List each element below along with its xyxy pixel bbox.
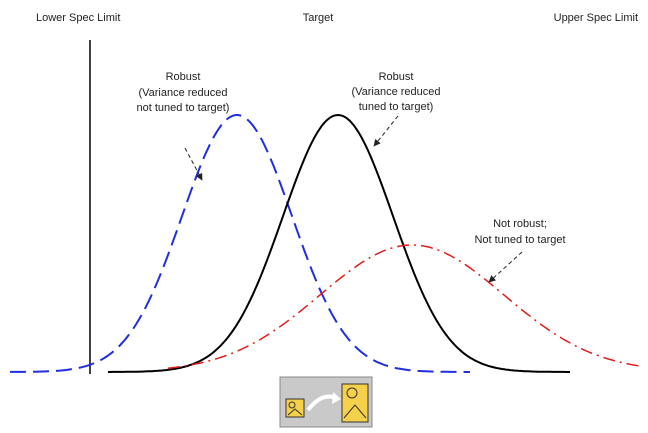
target-label: Target [303, 12, 334, 24]
annotation-3: Not robust; Not tuned to target [474, 218, 566, 283]
icon-detail [288, 401, 296, 409]
curve-not-robust [167, 244, 641, 369]
toolbar-icon[interactable] [279, 376, 373, 428]
annotation-1: Robust (Variance reduced not tuned to ta… [137, 71, 230, 181]
annotation-line: Robust [379, 71, 414, 83]
annotation-line: Not tuned to target [474, 234, 565, 246]
arrow [373, 115, 399, 147]
arrow [488, 251, 523, 283]
arrow [184, 147, 203, 181]
lower-spec-label: Lower Spec Limit [36, 12, 120, 24]
annotation-2: Robust (Variance reduced tuned to target… [351, 71, 441, 147]
upper-spec-label: Upper Spec Limit [554, 12, 638, 24]
icon-detail [287, 408, 303, 416]
transform-arrow-head [332, 392, 341, 404]
curve-robust-off-target [10, 114, 470, 373]
icon-detail [346, 387, 358, 399]
annotation-line: tuned to target) [359, 101, 434, 113]
icon-detail [343, 404, 367, 419]
annotation-line: (Variance reduced [138, 87, 227, 99]
annotation-line: not tuned to target) [137, 102, 230, 114]
annotation-line: (Variance reduced [351, 86, 440, 98]
annotation-line: Robust [166, 71, 201, 83]
annotation-line: Not robust; [493, 218, 547, 230]
